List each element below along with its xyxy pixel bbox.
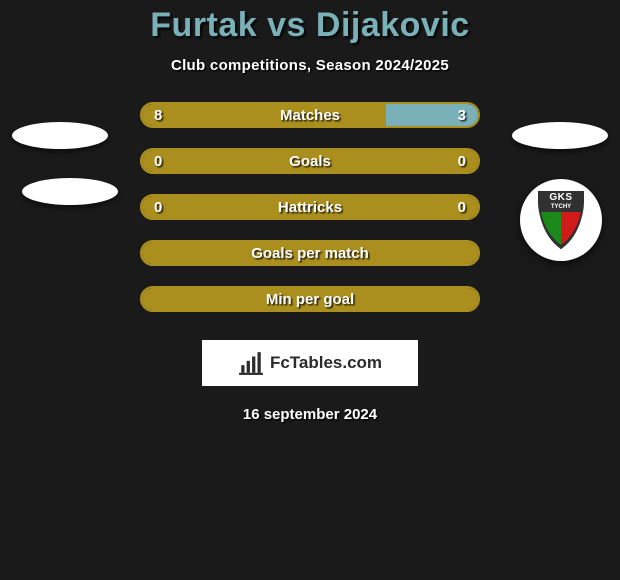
bar-left-fill bbox=[142, 104, 386, 126]
bar-right-fill bbox=[386, 104, 478, 126]
bar-left-fill bbox=[142, 288, 478, 310]
comparison-bar-hattricks: Hattricks00 bbox=[140, 194, 480, 220]
comparison-bar-goals-per-match: Goals per match bbox=[140, 240, 480, 266]
player-left-photo-placeholder bbox=[12, 122, 108, 149]
shield-icon: GKS TYCHY bbox=[536, 190, 586, 250]
comparison-bars: Matches83 Goals00 Hattricks00 Goals per mat… bbox=[140, 102, 480, 312]
comparison-bar-goals: Goals00 bbox=[140, 148, 480, 174]
bar-left-fill bbox=[142, 196, 478, 218]
comparison-bar-min-per-goal: Min per goal bbox=[140, 286, 480, 312]
bar-chart-icon bbox=[238, 350, 264, 376]
bar-left-fill bbox=[142, 150, 478, 172]
infographic-root: Furtak vs Dijakovic Club competitions, S… bbox=[0, 0, 620, 580]
bar-left-fill bbox=[142, 242, 478, 264]
player-right-photo-placeholder bbox=[512, 122, 608, 149]
club-left-logo-placeholder bbox=[22, 178, 118, 205]
page-title: Furtak vs Dijakovic bbox=[0, 6, 620, 45]
comparison-bar-matches: Matches83 bbox=[140, 102, 480, 128]
date-text: 16 september 2024 bbox=[0, 406, 620, 423]
watermark-badge: FcTables.com bbox=[202, 340, 418, 386]
subtitle: Club competitions, Season 2024/2025 bbox=[0, 57, 620, 74]
club-badge-text: GKS TYCHY bbox=[536, 193, 586, 212]
club-right-logo: GKS TYCHY bbox=[520, 179, 602, 261]
watermark-text: FcTables.com bbox=[270, 353, 382, 373]
